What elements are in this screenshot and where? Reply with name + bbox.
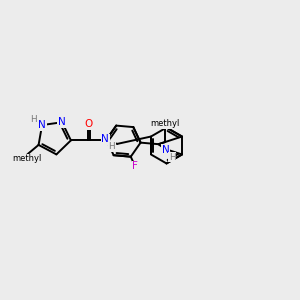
Text: H: H	[30, 115, 36, 124]
Text: H: H	[169, 152, 176, 161]
Text: O: O	[84, 119, 92, 129]
Text: methyl: methyl	[12, 154, 41, 163]
Text: N: N	[101, 134, 109, 145]
Text: H: H	[109, 142, 115, 151]
Text: N: N	[162, 145, 170, 155]
Text: N: N	[38, 120, 46, 130]
Text: methyl: methyl	[150, 119, 180, 128]
Text: F: F	[132, 161, 138, 171]
Text: N: N	[58, 117, 66, 127]
